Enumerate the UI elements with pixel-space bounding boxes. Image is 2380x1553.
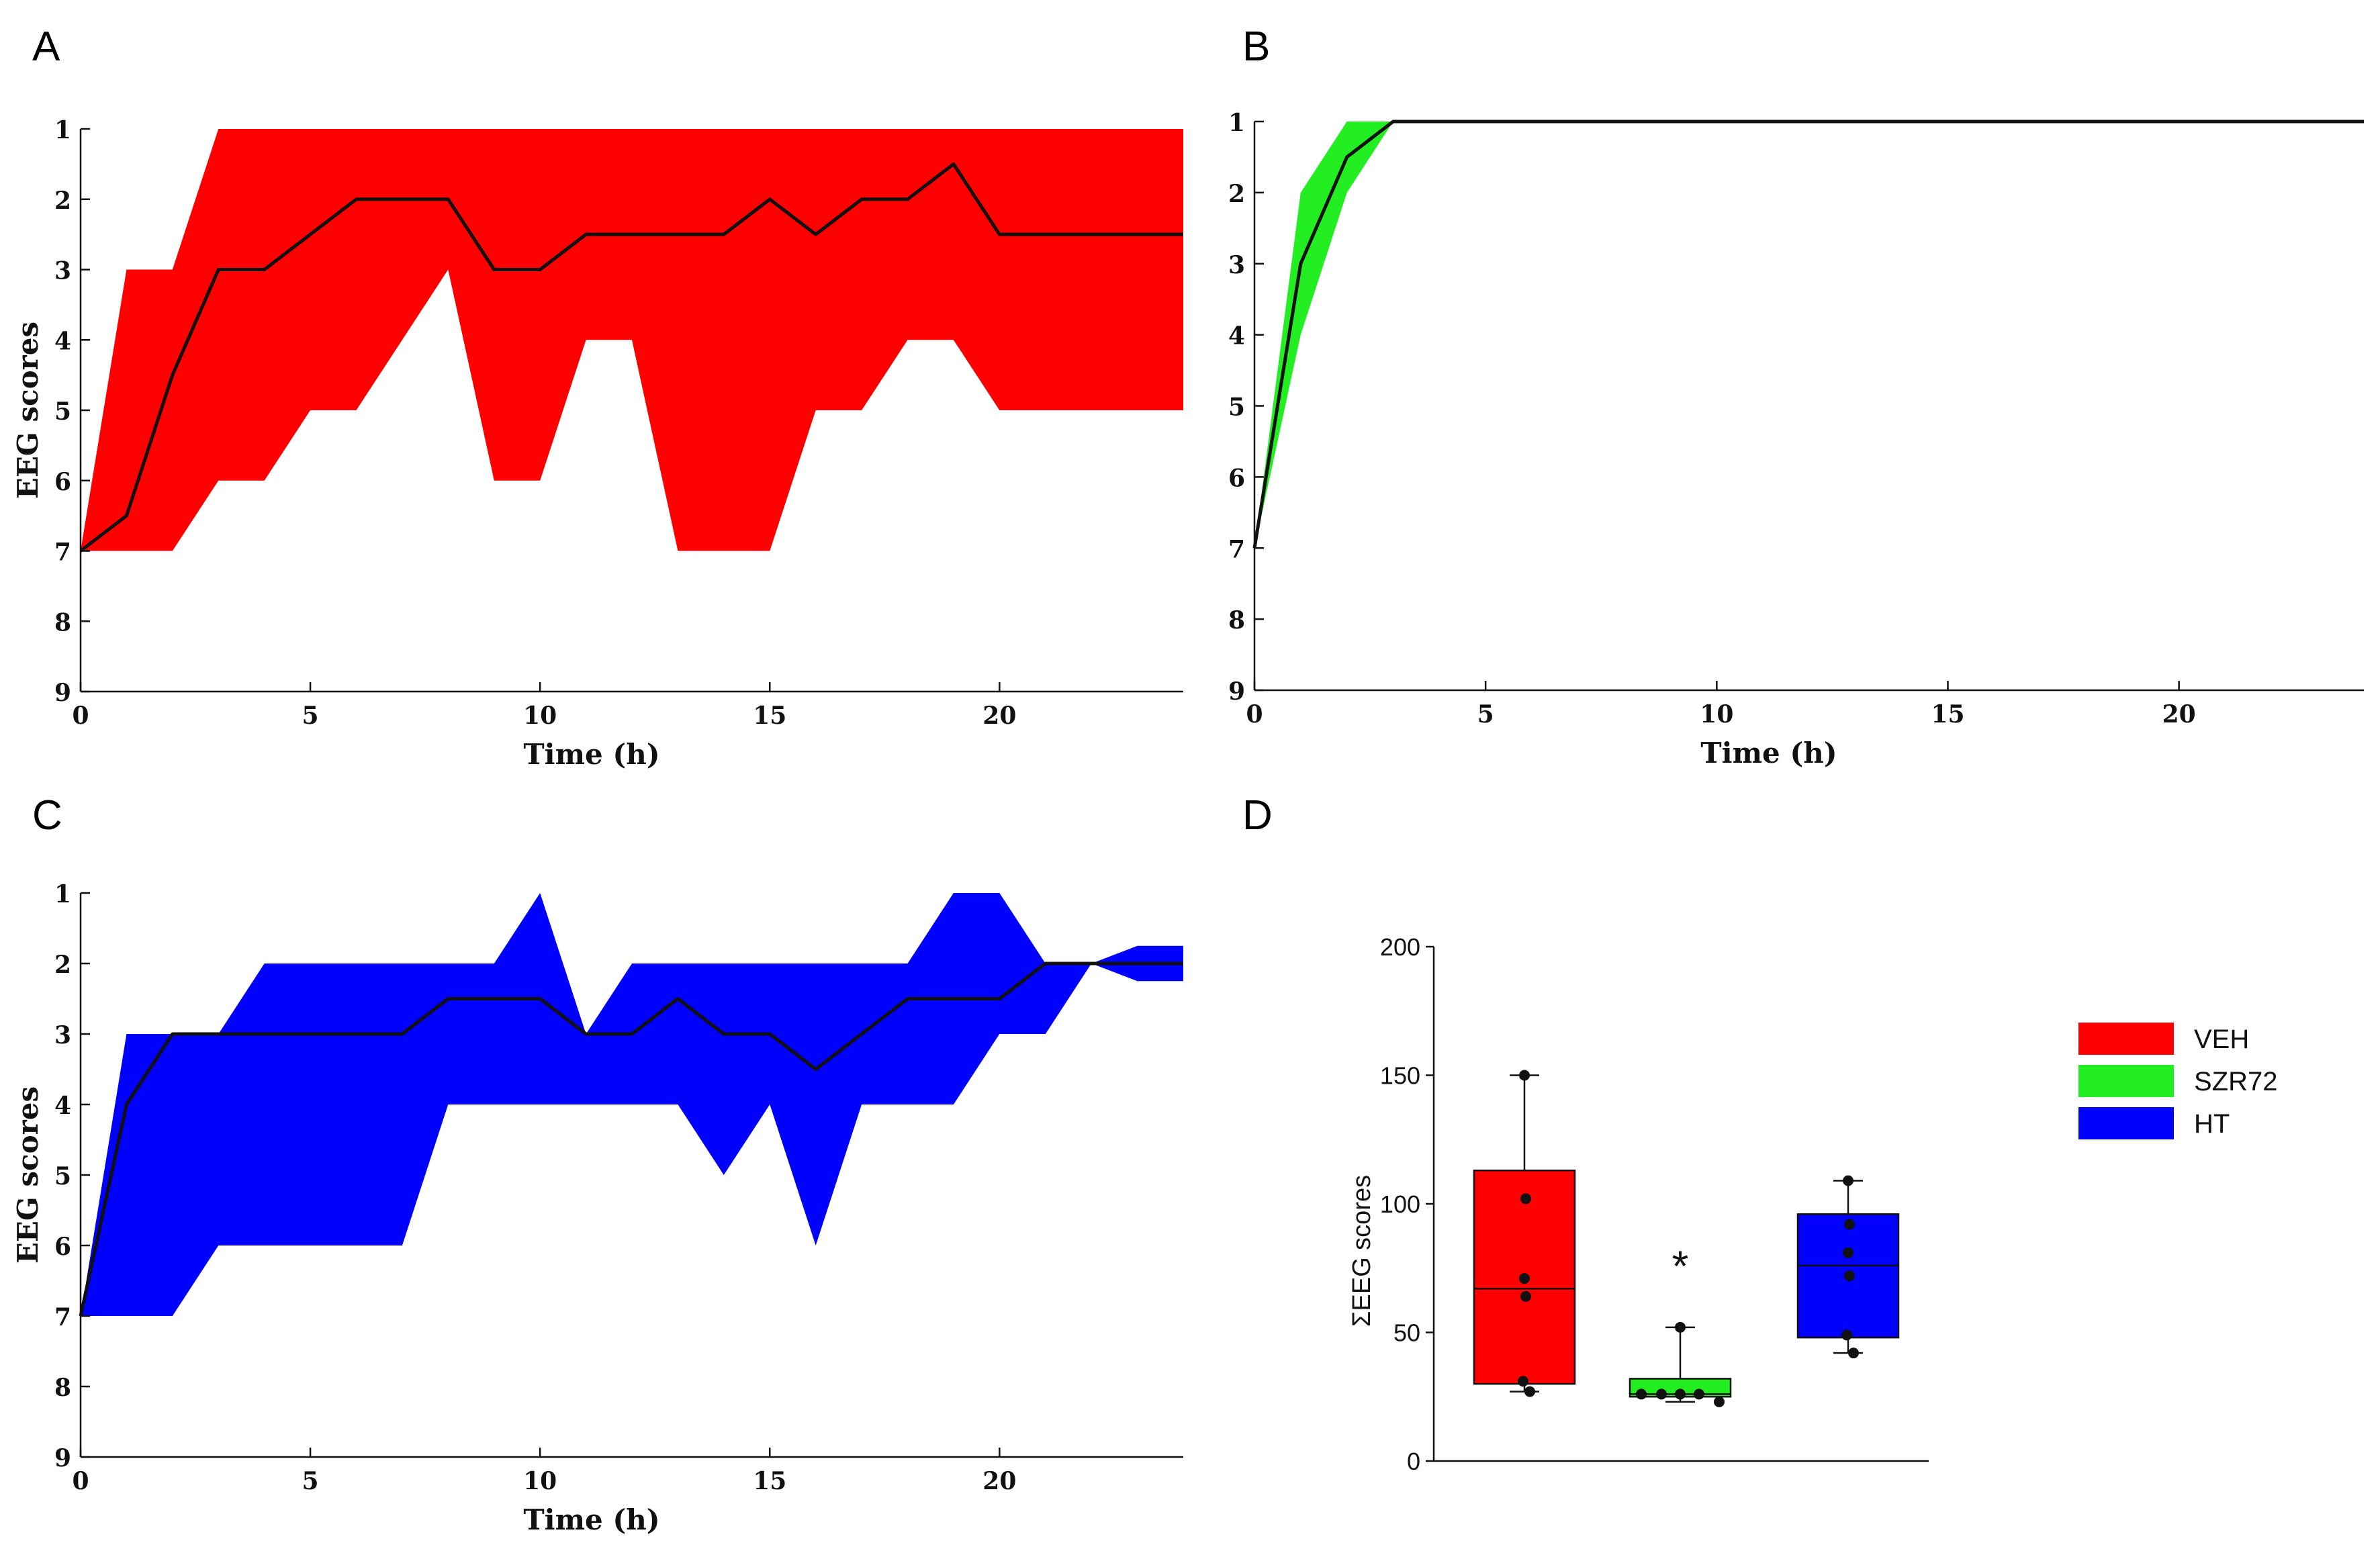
panel-c-y-tick-label: 1 — [54, 880, 71, 908]
panel-c-y-tick-label: 7 — [54, 1303, 71, 1331]
panel-d-y-tick-label: 200 — [1380, 933, 1420, 961]
panel-b-x-tick-label: 0 — [1246, 700, 1263, 728]
panel-a-x-axis-label: Time (h) — [523, 738, 659, 771]
panel-a-y-tick-label: 1 — [54, 116, 71, 144]
panel-b-y-tick-label: 8 — [1228, 606, 1245, 634]
box-ht-data-point — [1848, 1348, 1859, 1359]
panel-a-y-tick-label: 5 — [54, 397, 71, 426]
box-veh-data-point — [1518, 1376, 1528, 1387]
panel-b-y-tick-label: 9 — [1228, 677, 1245, 706]
panel-c-chart: 1 2 3 4 5 6 7 8 90 5 10 15 20 Time (h) EEG scores — [11, 880, 1183, 1536]
panel-c-y-tick-label: 6 — [54, 1233, 71, 1261]
box-ht-data-point — [1843, 1247, 1853, 1258]
panel-a-x-tick-label: 5 — [302, 702, 319, 730]
box-ht-data-point — [1843, 1175, 1853, 1186]
panel-c-y-tick-label: 8 — [54, 1374, 71, 1402]
panel-a-chart: 1 2 3 4 5 6 7 8 90 5 10 15 20 Time (h) EEG scores — [11, 116, 1183, 771]
panel-a-x-tick-label: 15 — [753, 702, 786, 730]
box-veh-data-point — [1524, 1386, 1535, 1397]
panel-b-y-tick-label: 4 — [1228, 322, 1245, 350]
panel-d-chart: 0 50 100 150 200 ΣEEG scores * VEH SZR72 HT — [1348, 933, 2278, 1475]
box-szr72-data-point — [1694, 1389, 1704, 1400]
box-szr72-data-point — [1675, 1321, 1686, 1333]
panel-b-median-line — [1252, 120, 2364, 549]
panel-d-y-axis-label: ΣEEG scores — [1348, 1175, 1376, 1327]
panel-c-y-tick-label: 5 — [54, 1162, 71, 1190]
panel-c-y-axis-label: EEG scores — [11, 1086, 44, 1264]
box-veh-data-point — [1520, 1193, 1531, 1205]
panel-b-y-tick-label: 5 — [1228, 393, 1245, 422]
panel-d-y-tick-label: 0 — [1407, 1448, 1420, 1475]
panel-b-chart: 1 2 3 4 5 6 7 8 90 5 10 15 20 Time (h) — [1228, 109, 2364, 769]
panel-b-y-tick-label: 1 — [1228, 109, 1245, 137]
panel-c-y-tick-label: 9 — [54, 1444, 71, 1472]
panel-label-a: A — [32, 23, 60, 70]
panel-c-y-tick-label: 4 — [54, 1092, 71, 1120]
legend-swatch-veh — [2078, 1023, 2174, 1055]
panel-c-y-tick-label: 2 — [54, 951, 71, 979]
panel-b-range-band — [1254, 122, 2364, 549]
box-veh-data-point — [1520, 1290, 1531, 1302]
panel-c-x-tick-label: 10 — [523, 1467, 557, 1495]
panel-a-range-band — [81, 129, 1183, 551]
box-ht-data-point — [1844, 1219, 1855, 1230]
legend-label-szr72: SZR72 — [2194, 1067, 2278, 1096]
panel-d-y-tick-label: 150 — [1380, 1062, 1420, 1090]
panel-b-x-axis-label: Time (h) — [1700, 737, 1837, 769]
panel-c-x-tick-label: 15 — [753, 1467, 786, 1495]
panel-a-x-tick-label: 20 — [982, 702, 1016, 730]
panel-b-y-tick-label: 7 — [1228, 535, 1245, 563]
panel-a-y-tick-label: 2 — [54, 187, 71, 215]
panel-a-y-tick-label: 7 — [54, 538, 71, 567]
panel-b-x-tick-label: 15 — [1931, 700, 1964, 728]
panel-c-x-tick-label: 5 — [302, 1467, 319, 1495]
panel-a-x-tick-label: 10 — [523, 702, 557, 730]
panel-c-y-tick-label: 3 — [54, 1021, 71, 1049]
legend-label-veh: VEH — [2194, 1025, 2249, 1054]
panel-c-range-band — [81, 893, 1183, 1316]
box-szr72-data-point — [1656, 1389, 1667, 1400]
box-veh-data-point — [1519, 1273, 1530, 1284]
box-szr72-data-point — [1636, 1389, 1647, 1400]
panel-label-b: B — [1242, 23, 1270, 70]
significance-annotation: * — [1672, 1241, 1689, 1290]
panel-a-y-tick-label: 9 — [54, 679, 71, 707]
panel-a-median-line — [79, 162, 1183, 553]
panel-b-x-tick-label: 5 — [1477, 700, 1494, 728]
box-szr72-data-point — [1714, 1396, 1725, 1407]
panel-b-y-tick-label: 6 — [1228, 464, 1245, 492]
panel-a-y-tick-label: 3 — [54, 257, 71, 285]
panel-a-y-tick-label: 6 — [54, 468, 71, 496]
panel-d-y-tick-label: 50 — [1393, 1319, 1420, 1347]
panel-a-x-tick-label: 0 — [72, 702, 89, 730]
box-ht-data-point — [1841, 1329, 1852, 1341]
panel-c-x-tick-label: 0 — [72, 1467, 89, 1495]
box-veh-data-point — [1519, 1070, 1530, 1081]
panel-c-x-tick-label: 20 — [982, 1467, 1016, 1495]
panel-c-x-axis-label: Time (h) — [523, 1503, 659, 1536]
panel-label-c: C — [32, 792, 62, 839]
panel-b-x-tick-label: 20 — [2162, 700, 2196, 728]
panel-a-y-tick-label: 4 — [54, 327, 71, 355]
panel-d-y-tick-label: 100 — [1380, 1190, 1420, 1218]
legend-swatch-ht — [2078, 1107, 2174, 1139]
panel-b-y-tick-label: 2 — [1228, 180, 1245, 208]
panel-b-y-tick-label: 3 — [1228, 251, 1245, 279]
panel-label-d: D — [1242, 792, 1273, 839]
panel-c-median-line — [79, 961, 1183, 1317]
legend-swatch-szr72 — [2078, 1065, 2174, 1097]
panel-a-y-tick-label: 8 — [54, 608, 71, 637]
box-ht-data-point — [1844, 1270, 1855, 1282]
panel-a-y-axis-label: EEG scores — [11, 322, 44, 499]
box-szr72-data-point — [1675, 1389, 1686, 1400]
legend-label-ht: HT — [2194, 1109, 2230, 1139]
panel-b-x-tick-label: 10 — [1700, 700, 1733, 728]
